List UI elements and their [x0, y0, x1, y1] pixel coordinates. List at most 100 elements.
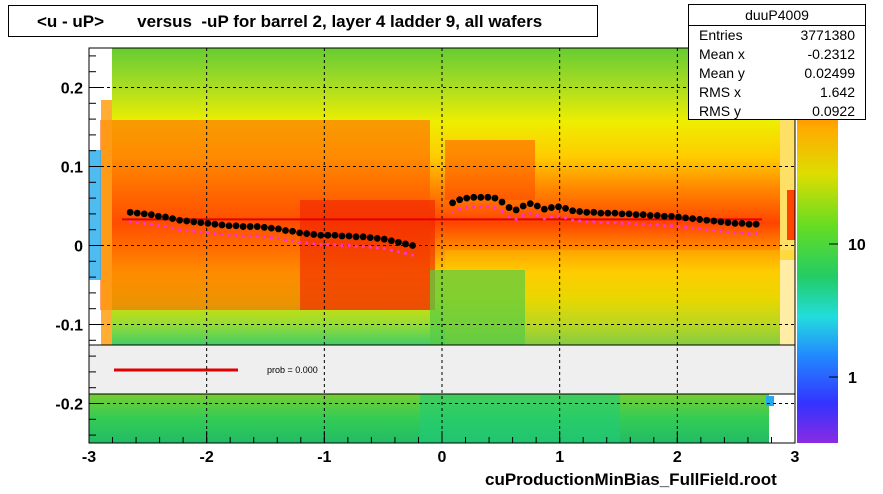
magenta-point [375, 246, 379, 250]
magenta-point [227, 233, 231, 237]
magenta-point [262, 235, 266, 239]
magenta-point [676, 224, 681, 229]
magenta-point [655, 223, 659, 227]
magenta-point [354, 244, 358, 248]
profile-point [331, 231, 339, 239]
profile-point [724, 219, 732, 226]
x-tick-label: 2 [673, 449, 682, 466]
magenta-point [403, 251, 408, 255]
profile-point [373, 234, 381, 242]
profile-point [675, 213, 682, 221]
magenta-point [599, 220, 603, 225]
magenta-point [549, 215, 554, 219]
magenta-point [726, 230, 730, 234]
profile-point [204, 219, 212, 227]
heatmap-area [89, 48, 795, 443]
profile-point [569, 207, 577, 215]
colorbar-tick-label: 1 [848, 370, 857, 387]
magenta-point [312, 242, 316, 246]
magenta-point [368, 245, 372, 249]
profile-point [491, 194, 499, 202]
profile-point [548, 204, 555, 211]
magenta-point [698, 227, 702, 231]
profile-point [324, 231, 332, 239]
profile-point [275, 225, 282, 233]
profile-point [303, 230, 311, 238]
profile-point [498, 198, 506, 206]
magenta-point [135, 220, 139, 225]
profile-point [689, 215, 697, 223]
magenta-point [683, 225, 688, 229]
profile-point [246, 223, 254, 230]
magenta-point [571, 218, 575, 222]
profile-point [380, 235, 388, 243]
profile-point [197, 219, 205, 226]
profile-point [310, 231, 318, 238]
magenta-point [754, 232, 758, 236]
profile-point [477, 193, 485, 201]
profile-point [282, 227, 289, 234]
profile-point [183, 217, 191, 225]
profile-point [484, 193, 492, 201]
x-tick-label: -2 [200, 449, 214, 466]
magenta-point [578, 219, 582, 223]
profile-points [126, 193, 760, 249]
magenta-point [535, 213, 539, 218]
profile-point [395, 238, 402, 246]
magenta-point [542, 217, 546, 221]
stats-name: duuP4009 [689, 5, 865, 26]
profile-point [359, 233, 367, 241]
profile-point [402, 240, 409, 248]
profile-point [590, 208, 598, 216]
magenta-point [382, 247, 386, 251]
chart-title: <u - uP> versus -uP for barrel 2, layer … [37, 12, 543, 31]
profile-point [239, 223, 247, 230]
profile-point [463, 194, 471, 202]
profile-point [604, 209, 612, 217]
profile-point [366, 234, 374, 242]
y-tick-label: 0.2 [61, 81, 83, 98]
profile-point [562, 204, 569, 212]
magenta-point [472, 205, 476, 209]
profile-point [470, 193, 478, 201]
magenta-point [592, 220, 596, 224]
magenta-point [283, 238, 288, 242]
profile-point [512, 206, 520, 214]
grid-lines [89, 48, 795, 443]
profile-point [731, 219, 739, 227]
magenta-point [691, 226, 695, 230]
magenta-point [705, 228, 709, 232]
profile-point [745, 220, 753, 228]
y-tick-label: 0 [74, 239, 83, 256]
magenta-point [662, 224, 666, 228]
profile-point [225, 222, 233, 230]
colorbar-ticks: 1 10 [829, 237, 866, 387]
magenta-point [450, 210, 455, 214]
magenta-point [556, 214, 561, 218]
y-tick-label: -0.2 [55, 397, 83, 414]
magenta-point [648, 223, 652, 227]
profile-point [555, 203, 562, 211]
magenta-point [514, 217, 518, 222]
magenta-point [493, 205, 497, 210]
profile-point [296, 229, 304, 237]
profile-point [597, 209, 605, 217]
stats-row: Mean y 0.02499 [699, 65, 855, 81]
magenta-point [410, 253, 415, 257]
profile-point [710, 217, 718, 225]
profile-point [147, 211, 155, 219]
magenta-point [396, 250, 401, 254]
x-tick-label: 3 [791, 449, 800, 466]
profile-point [388, 237, 395, 245]
profile-point [625, 210, 633, 218]
profile-point [126, 208, 134, 216]
magenta-point [241, 234, 245, 238]
profile-point [176, 216, 184, 224]
magenta-point [669, 224, 674, 228]
magenta-point [128, 220, 132, 224]
profile-point [632, 211, 640, 219]
title-box: <u - uP> versus -uP for barrel 2, layer … [8, 5, 598, 37]
magenta-point [627, 221, 631, 225]
magenta-point [528, 211, 532, 215]
magenta-point [213, 232, 217, 236]
